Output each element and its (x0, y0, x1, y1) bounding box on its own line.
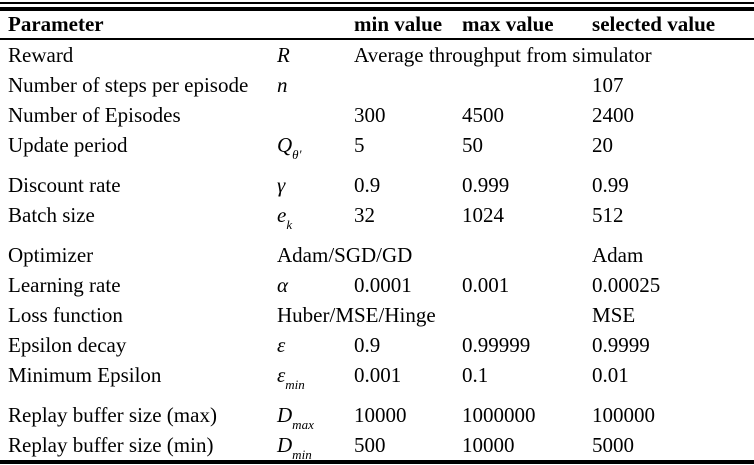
param-cell: Optimizer (8, 243, 94, 267)
symbol-cell: γ (277, 170, 354, 200)
selected-value-cell: 2400 (592, 103, 635, 127)
parameter-symbol: Dmin (277, 433, 312, 463)
header-parameter: Parameter (0, 11, 355, 40)
max-value-cell: 0.001 (462, 273, 510, 297)
max-value-cell: 1000000 (462, 403, 536, 427)
selected-value-cell: 0.9999 (592, 333, 650, 357)
param-cell: Discount rate (8, 173, 121, 197)
parameter-symbol: ek (277, 203, 293, 233)
parameter-symbol: R (277, 43, 290, 67)
parameter-symbol: εmin (277, 363, 305, 393)
header-selected-value: selected value (592, 11, 754, 40)
selected-value-cell: 5000 (592, 433, 635, 457)
param-cell: Loss function (8, 303, 123, 327)
options-cell: Huber/MSE/Hinge (277, 303, 436, 327)
min-value-cell: 0.0001 (354, 273, 412, 297)
symbol-cell: Qθ' (277, 130, 354, 170)
header-row: Parameter min value max value selected v… (0, 11, 754, 40)
max-value-cell: 10000 (462, 433, 515, 457)
min-value-cell: 0.9 (354, 173, 381, 197)
max-value-cell: 0.1 (462, 363, 489, 387)
selected-value-cell: 100000 (592, 403, 656, 427)
table-row: Number of steps per episode n 107 (0, 70, 754, 100)
top-rule-thin (0, 2, 754, 4)
selected-value-cell: MSE (592, 303, 636, 327)
selected-value-cell: 20 (592, 133, 614, 157)
min-value-cell: 5 (354, 133, 365, 157)
span-value-cell: Average throughput from simulator (354, 43, 652, 67)
table-row: Number of Episodes 300 4500 2400 (0, 100, 754, 130)
table-row: Update period Qθ' 5 50 20 (0, 130, 754, 170)
selected-value-cell: 0.00025 (592, 273, 661, 297)
param-cell: Replay buffer size (min) (8, 433, 214, 457)
table-row: Epsilon decay ε 0.9 0.99999 0.9999 (0, 330, 754, 360)
min-value-cell: 0.001 (354, 363, 402, 387)
table-row: Loss function Huber/MSE/Hinge MSE (0, 300, 754, 330)
param-cell: Batch size (8, 203, 95, 227)
selected-value-cell: 0.01 (592, 363, 629, 387)
table-row: Minimum Epsilon εmin 0.001 0.1 0.01 (0, 360, 754, 400)
symbol-cell: Dmin (277, 430, 354, 463)
symbol-cell: n (277, 70, 354, 100)
param-cell: Update period (8, 133, 128, 157)
param-cell: Number of steps per episode (8, 73, 249, 97)
param-cell: Learning rate (8, 273, 121, 297)
top-rule-thick (0, 7, 754, 11)
bottom-rule (0, 460, 754, 464)
param-cell: Number of Episodes (8, 103, 181, 127)
table-row: Optimizer Adam/SGD/GD Adam (0, 240, 754, 270)
table-row: Reward R Average throughput from simulator (0, 39, 754, 70)
symbol-cell: εmin (277, 360, 354, 400)
parameter-symbol: Dmax (277, 403, 314, 433)
max-value-cell: 0.99999 (462, 333, 531, 357)
min-value-cell (354, 70, 462, 100)
selected-value-cell: 107 (592, 73, 624, 97)
param-cell: Minimum Epsilon (8, 363, 162, 387)
max-value-cell: 4500 (462, 103, 505, 127)
selected-value-cell: 512 (592, 203, 624, 227)
parameter-symbol: Qθ' (277, 133, 302, 163)
table-body: Reward R Average throughput from simulator… (0, 39, 754, 463)
selected-value-cell: Adam (592, 243, 644, 267)
param-table: Parameter min value max value selected v… (0, 11, 754, 463)
header-max-value: max value (462, 11, 593, 40)
table-header: Parameter min value max value selected v… (0, 11, 754, 40)
parameter-symbol: n (277, 73, 288, 97)
max-value-cell: 1024 (462, 203, 505, 227)
symbol-cell: ek (277, 200, 354, 240)
parameter-symbol: ε (277, 333, 286, 357)
header-min-value: min value (354, 11, 463, 40)
param-cell: Replay buffer size (max) (8, 403, 217, 427)
min-value-cell: 300 (354, 103, 386, 127)
selected-value-cell: 0.99 (592, 173, 629, 197)
symbol-cell: R (277, 39, 354, 70)
param-cell: Reward (8, 43, 74, 67)
min-value-cell: 10000 (354, 403, 407, 427)
max-value-cell: 50 (462, 133, 484, 157)
symbol-cell: Dmax (277, 400, 354, 433)
table-row: Learning rate α 0.0001 0.001 0.00025 (0, 270, 754, 300)
max-value-cell (462, 70, 592, 100)
symbol-cell (277, 100, 354, 130)
table-row: Replay buffer size (min) Dmin 500 10000 5000 (0, 430, 754, 463)
min-value-cell: 32 (354, 203, 376, 227)
symbol-cell: ε (277, 330, 354, 360)
table-row: Discount rate γ 0.9 0.999 0.99 (0, 170, 754, 200)
max-value-cell: 0.999 (462, 173, 510, 197)
parameter-symbol: α (277, 273, 289, 297)
min-value-cell: 0.9 (354, 333, 381, 357)
table-row: Batch size ek 32 1024 512 (0, 200, 754, 240)
param-cell: Epsilon decay (8, 333, 127, 357)
table-row: Replay buffer size (max) Dmax 10000 1000000… (0, 400, 754, 433)
min-value-cell: 500 (354, 433, 386, 457)
parameter-symbol: γ (277, 173, 286, 197)
symbol-cell: α (277, 270, 354, 300)
options-cell: Adam/SGD/GD (277, 243, 413, 267)
